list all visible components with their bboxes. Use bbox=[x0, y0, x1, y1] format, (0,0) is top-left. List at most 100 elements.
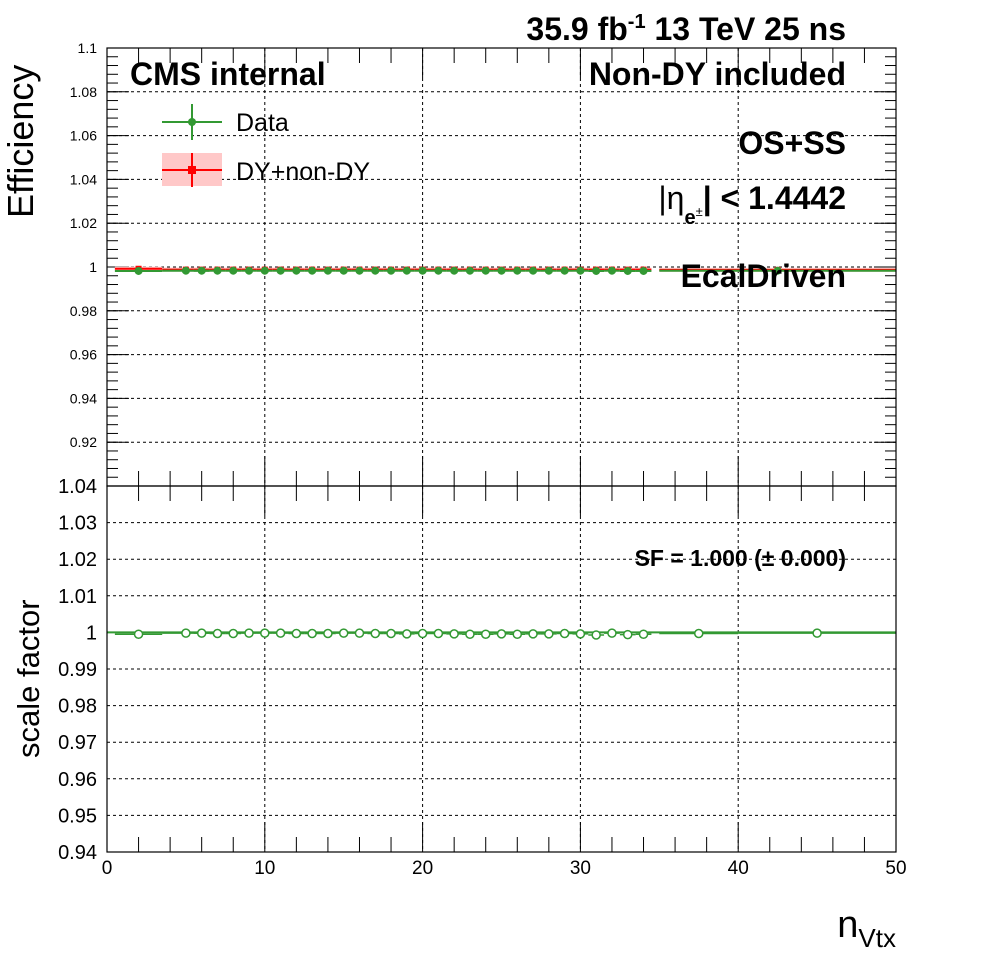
efficiency-y-tick-label-8: 1.08 bbox=[70, 84, 97, 100]
x-tick-label-2: 20 bbox=[412, 858, 433, 879]
sf-point-17 bbox=[433, 628, 444, 639]
data-point-31 bbox=[773, 266, 782, 275]
data-point-10 bbox=[323, 266, 332, 275]
data-point-4 bbox=[229, 266, 238, 275]
data-point-22 bbox=[513, 266, 522, 275]
data-point-5 bbox=[245, 266, 254, 275]
data-point-15 bbox=[402, 266, 411, 275]
sf-point-23 bbox=[528, 629, 538, 639]
data-point-23 bbox=[529, 266, 538, 275]
data-point-25 bbox=[560, 266, 569, 275]
sf-point-16 bbox=[417, 628, 428, 639]
legend-mc-marker bbox=[188, 166, 196, 174]
eta-prefix: |η bbox=[658, 180, 684, 216]
sf-point-32 bbox=[812, 628, 822, 638]
scale-factor-y-tick-label-3: 0.97 bbox=[58, 732, 97, 754]
cms-label: CMS internal bbox=[130, 56, 326, 92]
x-tick-label-0: 0 bbox=[102, 858, 113, 879]
data-point-30 bbox=[639, 266, 648, 275]
sf-point-28 bbox=[607, 628, 617, 638]
efficiency-axis-title: Efficiency bbox=[0, 65, 41, 218]
sf-point-27 bbox=[591, 630, 601, 640]
efficiency-y-tick-label-3: 0.98 bbox=[70, 303, 97, 319]
data-point-27 bbox=[592, 266, 601, 275]
data-point-17 bbox=[434, 266, 443, 275]
scale-factor-y-tick-label-2: 0.96 bbox=[58, 769, 97, 791]
sf-point-25 bbox=[559, 628, 570, 639]
eta-subscript: e bbox=[684, 207, 695, 229]
scale-factor-series bbox=[114, 628, 896, 640]
scale-factor-axis-ticks bbox=[106, 486, 897, 852]
x-axis-title-sub: Vtx bbox=[858, 923, 896, 953]
data-point-9 bbox=[308, 266, 317, 275]
data-point-6 bbox=[260, 266, 269, 275]
sf-point-10 bbox=[323, 628, 333, 639]
efficiency-y-tick-label-1: 0.94 bbox=[70, 390, 97, 406]
scale-factor-y-tick-label-1: 0.95 bbox=[58, 805, 97, 827]
data-point-11 bbox=[339, 266, 348, 275]
data-point-8 bbox=[292, 266, 301, 275]
sf-point-26 bbox=[575, 629, 586, 639]
data-point-2 bbox=[197, 266, 206, 275]
eta-cut-label: |ηe±| < 1.4442 bbox=[658, 180, 846, 229]
scale-factor-frame bbox=[106, 485, 897, 853]
sf-point-4 bbox=[228, 628, 238, 639]
efficiency-y-tick-label-0: 0.92 bbox=[70, 434, 97, 450]
sf-point-19 bbox=[465, 629, 475, 639]
legend-mc-label: DY+non-DY bbox=[236, 158, 370, 186]
scale-factor-y-tick-label-10: 1.04 bbox=[58, 476, 97, 498]
sf-point-22 bbox=[512, 629, 523, 639]
data-point-16 bbox=[418, 266, 427, 275]
sf-point-15 bbox=[402, 629, 412, 639]
legend: Data DY+non-DY bbox=[162, 104, 370, 187]
sf-point-24 bbox=[544, 629, 554, 639]
efficiency-y-tick-label-4: 1 bbox=[89, 259, 97, 275]
sf-point-9 bbox=[307, 628, 317, 639]
data-point-29 bbox=[623, 266, 632, 275]
sf-point-29 bbox=[622, 629, 633, 640]
sf-point-5 bbox=[244, 628, 254, 638]
efficiency-y-tick-label-2: 0.96 bbox=[70, 347, 97, 363]
scale-factor-y-tick-label-5: 0.99 bbox=[58, 659, 97, 681]
lumi-exponent: -1 bbox=[628, 11, 646, 33]
sf-point-12 bbox=[354, 628, 365, 638]
x-tick-label-1: 10 bbox=[254, 858, 275, 879]
scale-factor-tick-labels: 0 10 20 30 40 50 0.94 0.95 0.96 0.97 0.98 0.99 1 1.01… bbox=[58, 476, 907, 879]
sf-point-2 bbox=[196, 628, 207, 638]
legend-data-label: Data bbox=[236, 109, 289, 137]
efficiency-y-tick-label-6: 1.04 bbox=[70, 171, 97, 187]
data-point-19 bbox=[465, 266, 474, 275]
efficiency-y-tick-label-5: 1.02 bbox=[70, 215, 97, 231]
charge-label: OS+SS bbox=[738, 125, 846, 161]
data-point-24 bbox=[544, 266, 553, 275]
legend-entry-mc: DY+non-DY bbox=[162, 153, 370, 187]
sf-point-11 bbox=[338, 628, 349, 638]
sf-fit-label: SF = 1.000 (± 0.000) bbox=[635, 545, 846, 571]
legend-entry-data: Data bbox=[162, 104, 289, 140]
sf-point-31 bbox=[694, 628, 704, 639]
efficiency-y-tick-label-7: 1.06 bbox=[70, 128, 97, 144]
data-point-1 bbox=[181, 266, 190, 275]
efficiency-series bbox=[114, 265, 896, 275]
x-axis-title: nVtx bbox=[837, 904, 896, 953]
x-tick-label-5: 50 bbox=[885, 858, 906, 879]
x-tick-label-4: 40 bbox=[728, 858, 749, 879]
data-point-3 bbox=[213, 266, 222, 275]
efficiency-y-tick-label-9: 1.1 bbox=[78, 40, 98, 56]
scale-factor-y-tick-label-8: 1.02 bbox=[58, 549, 97, 571]
sf-point-7 bbox=[275, 628, 286, 638]
data-point-13 bbox=[371, 266, 380, 275]
x-tick-label-3: 30 bbox=[570, 858, 591, 879]
eta-suffix: | < 1.4442 bbox=[703, 180, 846, 216]
sf-point-20 bbox=[480, 629, 491, 639]
data-point-21 bbox=[497, 266, 506, 275]
scale-factor-axis-title: scale factor bbox=[11, 599, 46, 758]
sf-point-14 bbox=[386, 628, 396, 639]
energy-label: 13 TeV 25 ns bbox=[646, 11, 846, 47]
eta-superscript: ± bbox=[696, 204, 703, 219]
data-point-26 bbox=[576, 266, 585, 275]
efficiency-panel: 0.92 0.94 0.96 0.98 1 1.02 1.04 1.06 1.08 1.1 bbox=[70, 40, 897, 487]
sf-point-13 bbox=[370, 628, 381, 639]
data-point-18 bbox=[450, 266, 459, 275]
